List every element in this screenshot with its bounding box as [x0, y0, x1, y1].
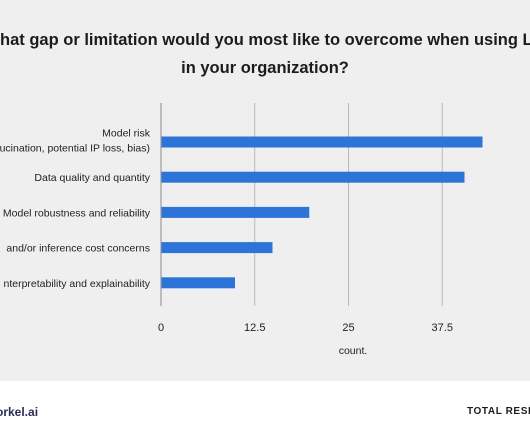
bar [161, 277, 235, 289]
footer: orkel.ai TOTAL RESPO [0, 381, 530, 442]
category-label: and/or inference cost concerns [6, 243, 150, 255]
category-label: ucination, potential IP loss, bias) [0, 143, 150, 155]
chart-title-line-2: in your organization? [181, 59, 349, 77]
chart-title-line-1: hat gap or limitation would you most lik… [0, 31, 530, 49]
bar [161, 136, 483, 148]
category-label: Data quality and quantity [34, 172, 150, 184]
total-responses-label: TOTAL RESPO [467, 406, 530, 417]
category-label: nterpretability and explainability [3, 278, 150, 290]
bar [161, 242, 273, 254]
brand-logo-text: orkel.ai [0, 405, 39, 419]
x-tick-label: 37.5 [432, 322, 453, 334]
x-tick-label: 0 [158, 322, 164, 334]
x-tick-label: 12.5 [244, 322, 265, 334]
category-label: Model risk [102, 128, 151, 140]
x-tick-label: 25 [342, 322, 354, 334]
bar [161, 206, 310, 218]
bar-chart: Model risk ucination, potential IP loss, … [0, 103, 483, 357]
category-label: Model robustness and reliability [3, 207, 151, 219]
bar [161, 171, 465, 183]
x-axis-label: count. [339, 345, 368, 357]
chart-panel: hat gap or limitation would you most lik… [0, 0, 530, 381]
